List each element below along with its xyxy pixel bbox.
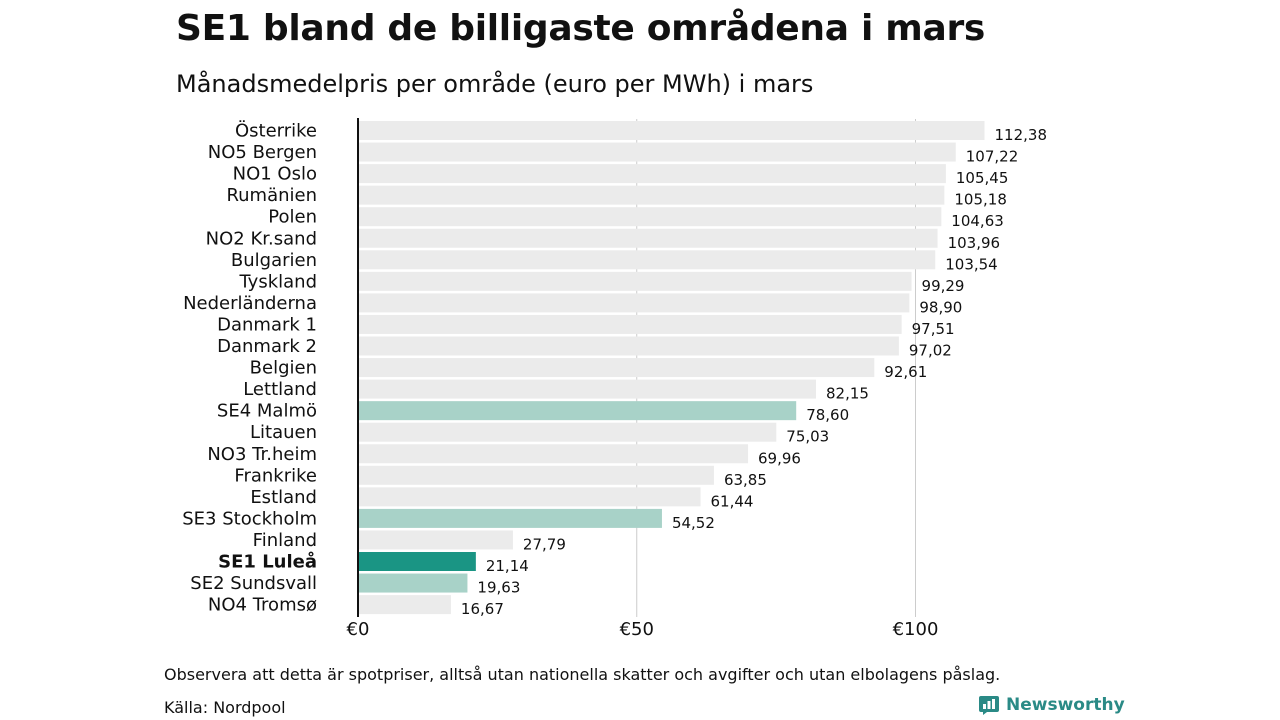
value-label: 16,67 [461, 600, 504, 618]
value-label: 98,90 [919, 298, 962, 316]
category-label: SE2 Sundsvall [190, 573, 317, 594]
value-label: 92,61 [884, 363, 927, 381]
value-label: 61,44 [711, 492, 754, 510]
bar [358, 358, 875, 378]
category-label: NO4 Tromsø [208, 595, 317, 616]
category-label: SE3 Stockholm [182, 508, 317, 529]
value-label: 104,63 [951, 212, 1004, 230]
bar [358, 207, 942, 227]
value-label: 75,03 [786, 428, 829, 446]
bar [358, 401, 797, 421]
value-label: 112,38 [995, 126, 1048, 144]
category-label: Belgien [250, 358, 317, 379]
value-label: 54,52 [672, 514, 715, 532]
value-label: 63,85 [724, 471, 767, 489]
value-label: 103,54 [945, 255, 998, 273]
x-tick-label: €100 [893, 619, 939, 640]
value-label: 107,22 [966, 148, 1019, 166]
bar [358, 314, 902, 334]
bar [358, 293, 910, 313]
bar [358, 573, 468, 593]
category-label: SE4 Malmö [217, 401, 317, 422]
category-label: Bulgarien [231, 250, 317, 271]
bars [358, 121, 985, 615]
newsworthy-logo-icon [979, 696, 999, 715]
bar [358, 185, 945, 205]
bar [358, 121, 985, 140]
bar [358, 465, 714, 485]
newsworthy-logo: Newsworthy [978, 694, 1125, 716]
value-label: 103,96 [948, 234, 1001, 252]
category-label: Estland [250, 487, 317, 508]
category-label: Rumänien [226, 185, 317, 206]
bar [358, 250, 936, 270]
value-label: 97,02 [909, 342, 952, 360]
value-label: 97,51 [912, 320, 955, 338]
value-label: 21,14 [486, 557, 529, 575]
bar [358, 336, 899, 356]
category-label: NO3 Tr.heim [207, 444, 317, 465]
category-label: Polen [268, 207, 317, 228]
bar [358, 595, 451, 615]
chart-title: SE1 bland de billigaste områdena i mars [176, 8, 986, 49]
value-label: 105,45 [956, 169, 1009, 187]
category-label: Nederländerna [183, 293, 317, 314]
bar [358, 142, 956, 162]
brand-name: Newsworthy [1006, 695, 1125, 715]
bar [358, 552, 476, 571]
bar [358, 271, 912, 291]
category-label: Danmark 2 [217, 336, 317, 357]
category-label: SE1 Luleå [218, 551, 317, 573]
category-label: Danmark 1 [217, 314, 317, 335]
category-label: Frankrike [234, 465, 317, 486]
bar [358, 508, 662, 528]
bar [358, 530, 513, 550]
category-label: Lettland [243, 379, 317, 400]
source-note: Källa: Nordpool [164, 698, 286, 717]
bar [358, 422, 777, 442]
bar [358, 164, 946, 184]
category-label: NO1 Oslo [233, 164, 317, 185]
value-label: 69,96 [758, 449, 801, 467]
category-label: Tyskland [238, 271, 317, 292]
x-tick-label: €0 [347, 619, 370, 640]
category-label: Litauen [250, 422, 317, 443]
category-label: Finland [253, 530, 317, 551]
category-label: Österrike [235, 120, 317, 142]
value-label: 27,79 [523, 535, 566, 553]
bar [358, 487, 701, 507]
bar [358, 228, 938, 248]
value-label: 105,18 [954, 191, 1007, 209]
category-label: NO5 Bergen [208, 142, 317, 163]
bar [358, 379, 816, 399]
bar [358, 444, 749, 464]
value-label: 78,60 [806, 406, 849, 424]
value-labels: 112,38 107,22 105,45 105,18 104,63 103,96 103,… [461, 126, 1047, 618]
value-label: 82,15 [826, 385, 869, 403]
x-axis-ticks: €0 €50 €100 [347, 619, 939, 640]
x-tick-label: €50 [620, 619, 654, 640]
chart-subtitle: Månadsmedelpris per område (euro per MWh… [176, 70, 814, 98]
value-label: 19,63 [477, 579, 520, 597]
footnote: Observera att detta är spotpriser, allts… [164, 665, 1001, 684]
category-label: NO2 Kr.sand [206, 228, 317, 249]
value-label: 99,29 [922, 277, 965, 295]
